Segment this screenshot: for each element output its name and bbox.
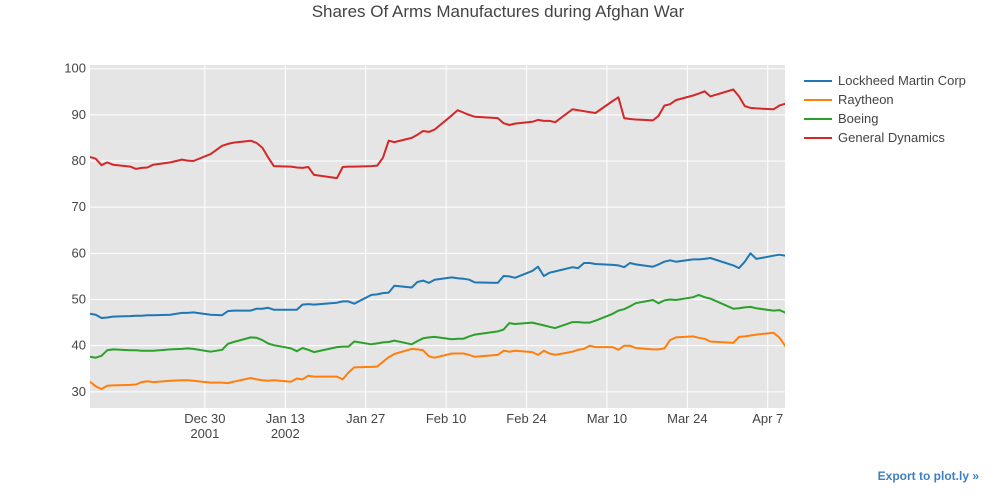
x-tick-label: Mar 10 <box>587 411 627 426</box>
y-tick-label: 80 <box>72 153 86 168</box>
y-tick-label: 100 <box>64 61 86 76</box>
series-line-raytheon[interactable] <box>90 331 831 391</box>
grid-lines <box>90 65 785 408</box>
x-tick-label: Jan 13 <box>266 411 305 426</box>
series-line-general-dynamics[interactable] <box>90 88 831 180</box>
y-tick-label: 60 <box>72 245 86 260</box>
legend-item[interactable]: Boeing <box>804 111 878 126</box>
legend-label: Lockheed Martin Corp <box>838 73 966 88</box>
y-tick-label: 90 <box>72 107 86 122</box>
y-tick-label: 40 <box>72 338 86 353</box>
y-tick-label: 30 <box>72 384 86 399</box>
x-tick-label: Feb 10 <box>426 411 466 426</box>
legend-label: General Dynamics <box>838 130 945 145</box>
series-lines <box>90 88 831 391</box>
x-tick-label: Mar 24 <box>667 411 707 426</box>
x-tick-sublabel: 2001 <box>190 426 219 441</box>
x-tick-label: Feb 24 <box>506 411 546 426</box>
legend-item[interactable]: General Dynamics <box>804 130 945 145</box>
legend-label: Boeing <box>838 111 878 126</box>
legend[interactable]: Lockheed Martin Corp Raytheon Boeing Genera… <box>804 73 966 145</box>
legend-label: Raytheon <box>838 92 894 107</box>
legend-item[interactable]: Lockheed Martin Corp <box>804 73 966 88</box>
series-line-boeing[interactable] <box>90 293 831 359</box>
y-tick-label: 50 <box>72 292 86 307</box>
export-link[interactable]: Export to plot.ly » <box>877 469 979 483</box>
legend-item[interactable]: Raytheon <box>804 92 894 107</box>
y-tick-label: 70 <box>72 199 86 214</box>
chart-title: Shares Of Arms Manufactures during Afgha… <box>312 2 685 21</box>
x-tick-label: Dec 30 <box>184 411 225 426</box>
series-line-lockheed-martin-corp[interactable] <box>90 244 831 319</box>
x-tick-sublabel: 2002 <box>271 426 300 441</box>
x-tick-label: Jan 27 <box>346 411 385 426</box>
x-tick-label: Apr 7 <box>752 411 783 426</box>
y-axis: 30 40 50 60 70 80 90 100 <box>64 61 86 399</box>
